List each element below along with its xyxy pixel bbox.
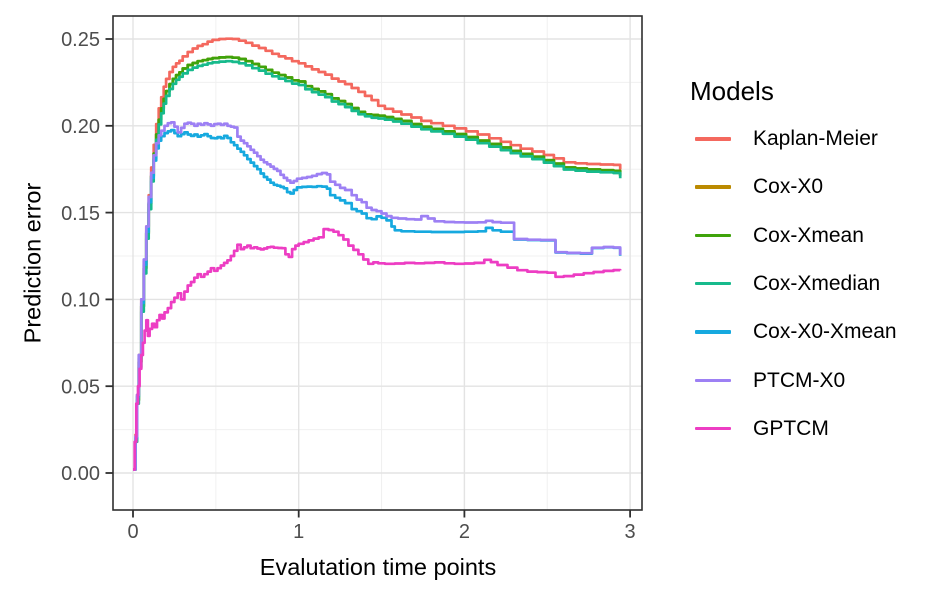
y-tick-label: 0.15 <box>61 203 100 225</box>
legend: Models Kaplan-Meier Cox-X0 Cox-Xmean Cox-Xm… <box>688 74 948 474</box>
y-tick-label: 0.00 <box>61 463 100 485</box>
legend-label: Cox-Xmedian <box>753 271 881 295</box>
legend-key-line-cox-x0 <box>695 185 731 189</box>
y-tick-label: 0.20 <box>61 116 100 138</box>
legend-item-cox-x0-xmean: Cox-X0-Xmean <box>688 318 948 346</box>
legend-item-cox-xmedian: Cox-Xmedian <box>688 270 948 298</box>
legend-key-line-cox-xmean <box>695 233 731 238</box>
series-line-cox-xmedian <box>133 59 622 471</box>
series-line-gptcm <box>133 227 622 471</box>
series-line-kaplan-meier <box>133 37 622 471</box>
tick-labels: 0.00 0.05 0.10 0.15 0.20 0.25 0 1 2 3 <box>61 29 636 543</box>
legend-item-kaplan-meier: Kaplan-Meier <box>688 125 948 153</box>
y-tick-label: 0.10 <box>61 290 100 312</box>
legend-key-line-ptcm-x0 <box>695 378 731 383</box>
legend-label: Cox-X0-Xmean <box>753 320 897 344</box>
legend-item-gptcm: GPTCM <box>688 415 948 443</box>
legend-key-line-kaplan-meier <box>695 137 731 141</box>
legend-key-line-cox-x0-xmean <box>695 330 731 334</box>
legend-key-line-gptcm <box>695 426 731 431</box>
legend-label: PTCM-X0 <box>753 368 846 392</box>
legend-label: Cox-X0 <box>753 175 824 199</box>
x-tick-label: 1 <box>293 521 304 543</box>
y-tick-label: 0.05 <box>61 376 100 398</box>
legend-item-ptcm-x0: PTCM-X0 <box>688 367 948 395</box>
x-axis-title: Evalutation time points <box>259 554 497 580</box>
legend-label: GPTCM <box>753 416 829 440</box>
x-tick-label: 3 <box>625 521 636 543</box>
legend-item-cox-x0: Cox-X0 <box>688 173 948 201</box>
x-tick-label: 2 <box>459 521 470 543</box>
legend-label: Kaplan-Meier <box>753 127 878 150</box>
axis-ticks <box>105 38 631 518</box>
legend-title: Models <box>690 76 774 106</box>
y-tick-label: 0.25 <box>61 29 100 51</box>
x-tick-label: 0 <box>127 521 138 543</box>
panel-border <box>112 15 643 511</box>
legend-item-cox-xmean: Cox-Xmean <box>688 222 948 250</box>
legend-label: Cox-Xmean <box>753 223 864 247</box>
series-lines <box>133 37 622 471</box>
legend-key-line-cox-xmedian <box>695 281 731 286</box>
series-line-cox-x0-xmean <box>133 128 622 471</box>
y-axis-title: Prediction error <box>19 182 46 344</box>
series-line-ptcm-x0 <box>133 120 622 471</box>
